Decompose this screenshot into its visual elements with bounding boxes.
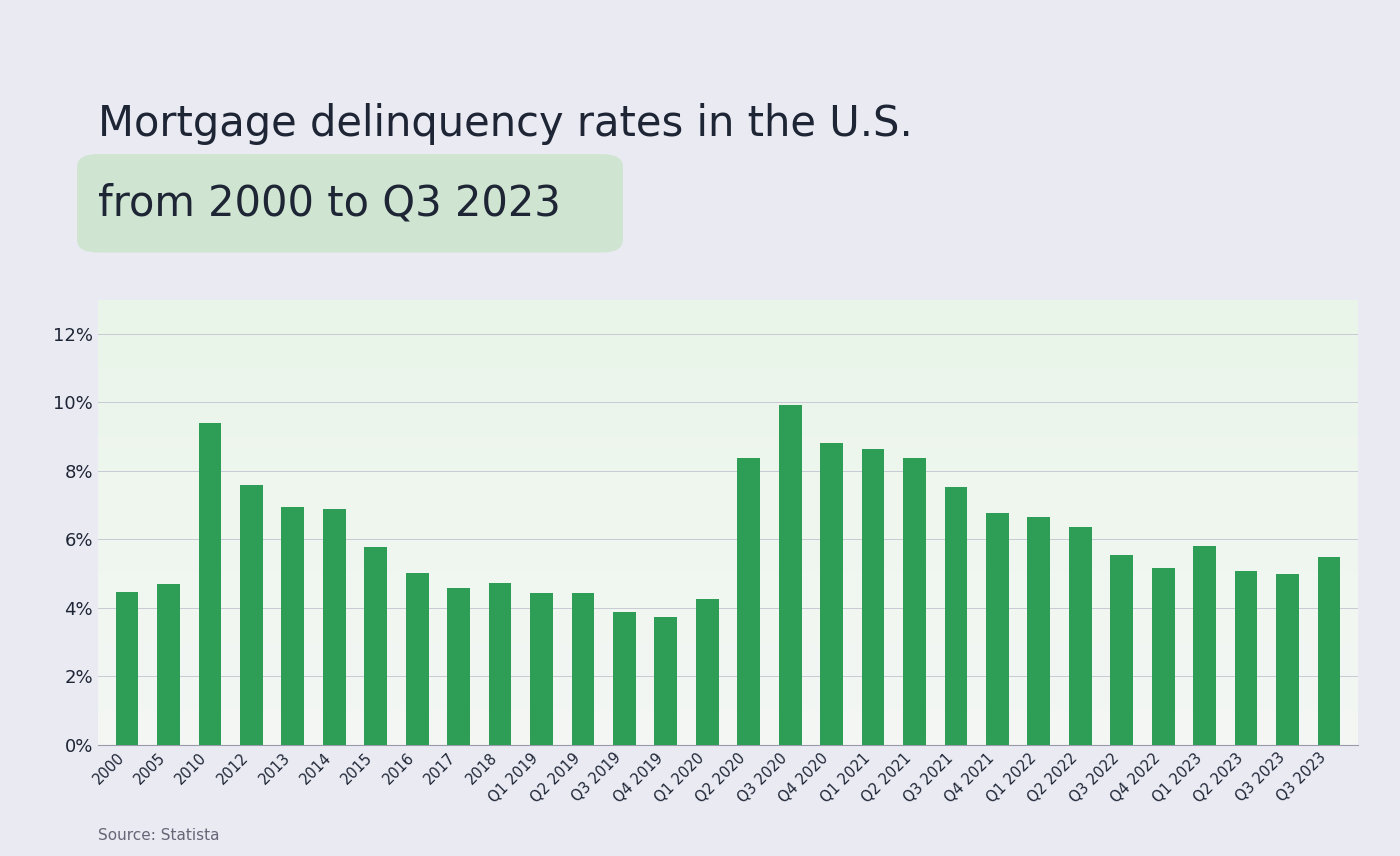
Bar: [239, 485, 263, 745]
Bar: [696, 599, 718, 745]
Bar: [1317, 557, 1340, 745]
Bar: [738, 459, 760, 745]
Bar: [613, 611, 636, 745]
Bar: [157, 584, 179, 745]
Bar: [489, 584, 511, 745]
Bar: [447, 587, 470, 745]
Bar: [945, 487, 967, 745]
Text: Source: Statista: Source: Statista: [98, 828, 220, 843]
Bar: [1235, 571, 1257, 745]
Bar: [571, 593, 595, 745]
Bar: [323, 509, 346, 745]
Bar: [281, 507, 304, 745]
Bar: [1028, 517, 1050, 745]
Text: Mortgage delinquency rates in the U.S.: Mortgage delinquency rates in the U.S.: [98, 103, 913, 145]
Bar: [986, 514, 1009, 745]
Bar: [199, 423, 221, 745]
Bar: [1070, 526, 1092, 745]
Bar: [654, 616, 678, 745]
Bar: [820, 443, 843, 745]
Bar: [1193, 546, 1217, 745]
Bar: [1152, 568, 1175, 745]
Text: from 2000 to Q3 2023: from 2000 to Q3 2023: [98, 182, 561, 225]
Bar: [1110, 556, 1133, 745]
Bar: [364, 547, 386, 745]
Bar: [861, 449, 885, 745]
Bar: [778, 405, 802, 745]
Bar: [903, 459, 925, 745]
Bar: [406, 573, 428, 745]
Bar: [116, 591, 139, 745]
Bar: [531, 593, 553, 745]
Bar: [1277, 574, 1299, 745]
